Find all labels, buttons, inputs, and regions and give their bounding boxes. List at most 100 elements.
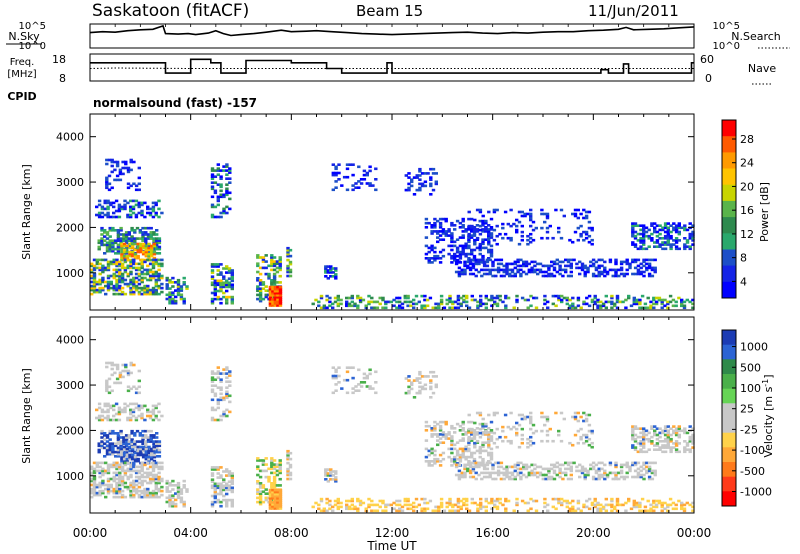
heatmap-cell <box>134 483 139 487</box>
heatmap-cell <box>182 504 186 508</box>
heatmap-cell <box>92 276 97 280</box>
heatmap-cell <box>149 429 153 433</box>
heatmap-cell <box>120 290 125 294</box>
heatmap-cell <box>288 457 293 461</box>
heatmap-cell <box>334 275 338 278</box>
heatmap-cell <box>222 478 226 481</box>
heatmap-cell <box>482 467 487 471</box>
heatmap-cell <box>520 238 524 242</box>
heatmap-cell <box>132 465 136 469</box>
heatmap-cell <box>128 252 132 256</box>
heatmap-cell <box>395 296 399 300</box>
heatmap-cell <box>222 414 226 418</box>
heatmap-cell <box>112 491 116 495</box>
heatmap-cell <box>140 467 144 471</box>
heatmap-cell <box>264 260 268 263</box>
heatmap-cell <box>110 389 114 393</box>
heatmap-cell <box>438 226 443 229</box>
heatmap-cell <box>225 289 229 293</box>
heatmap-cell <box>691 224 695 227</box>
heatmap-cell <box>487 431 491 434</box>
heatmap-cell <box>121 375 125 379</box>
heatmap-cell <box>636 475 641 479</box>
heatmap-cell <box>566 463 571 467</box>
heatmap-cell <box>652 505 656 509</box>
heatmap-cell <box>210 263 215 266</box>
heatmap-cell <box>509 208 513 212</box>
heatmap-cell <box>526 242 530 246</box>
heatmap-cell <box>660 300 664 304</box>
heatmap-cell <box>275 266 280 270</box>
heatmap-cell <box>593 296 597 300</box>
heatmap-cell <box>666 306 670 310</box>
heatmap-cell <box>642 258 646 262</box>
heatmap-cell <box>120 207 124 211</box>
heatmap-cell <box>272 475 277 479</box>
heatmap-cell <box>133 432 137 435</box>
heatmap-cell <box>148 481 153 485</box>
heatmap-cell <box>90 268 94 272</box>
heatmap-cell <box>636 247 640 251</box>
heatmap-cell <box>436 232 440 235</box>
heatmap-cell <box>213 484 217 488</box>
heatmap-cell <box>591 258 596 262</box>
heatmap-cell <box>276 291 280 295</box>
heatmap-cell <box>278 463 282 466</box>
heatmap-cell <box>669 245 673 248</box>
heatmap-cell <box>230 500 234 504</box>
heatmap-cell <box>132 290 136 294</box>
heatmap-cell <box>658 224 662 227</box>
heatmap-cell <box>146 471 150 475</box>
heatmap-cell <box>182 479 186 483</box>
heatmap-cell <box>126 485 130 489</box>
heatmap-cell <box>487 234 491 237</box>
heatmap-cell <box>477 461 481 465</box>
heatmap-cell <box>505 469 509 473</box>
heatmap-cell <box>519 471 523 475</box>
heatmap-cell <box>104 471 108 475</box>
heatmap-cell <box>326 472 330 475</box>
velocity-colorbar-tick-label: 25 <box>740 403 754 416</box>
heatmap-cell <box>345 296 349 300</box>
heatmap-cell <box>222 410 226 414</box>
heatmap-cell <box>230 275 234 278</box>
heatmap-cell <box>331 509 335 513</box>
heatmap-cell <box>582 208 586 212</box>
heatmap-cell <box>420 497 424 501</box>
heatmap-cell <box>647 264 652 268</box>
heatmap-cell <box>653 461 657 465</box>
heatmap-cell <box>464 254 468 258</box>
heatmap-cell <box>591 475 596 479</box>
heatmap-cell <box>471 467 476 471</box>
heatmap-cell <box>636 270 641 274</box>
heatmap-cell <box>137 286 142 290</box>
heatmap-cell <box>631 437 635 441</box>
heatmap-cell <box>691 446 695 449</box>
heatmap-cell <box>614 270 618 274</box>
heatmap-cell <box>112 463 116 467</box>
heatmap-cell <box>447 431 451 434</box>
heatmap-cell <box>154 477 158 481</box>
heatmap-cell <box>371 184 375 187</box>
heatmap-cell <box>126 186 131 190</box>
heatmap-cell <box>216 283 220 287</box>
heatmap-cell <box>489 437 494 440</box>
heatmap-cell <box>108 245 112 249</box>
heatmap-cell <box>371 387 375 390</box>
heatmap-cell <box>477 463 481 467</box>
heatmap-cell <box>429 379 433 382</box>
heatmap-cell <box>499 465 504 469</box>
heatmap-cell <box>324 478 328 481</box>
heatmap-cell <box>579 437 583 441</box>
heatmap-cell <box>278 258 282 261</box>
heatmap-cell <box>375 306 380 310</box>
heatmap-cell <box>682 507 687 511</box>
heatmap-cell <box>475 411 480 415</box>
heatmap-cell <box>378 505 382 509</box>
heatmap-cell <box>110 361 114 365</box>
heatmap-cell <box>433 250 437 254</box>
heatmap-cell <box>633 437 638 441</box>
heatmap-cell <box>529 294 533 298</box>
heatmap-cell <box>115 473 119 477</box>
heatmap-cell <box>465 294 469 298</box>
